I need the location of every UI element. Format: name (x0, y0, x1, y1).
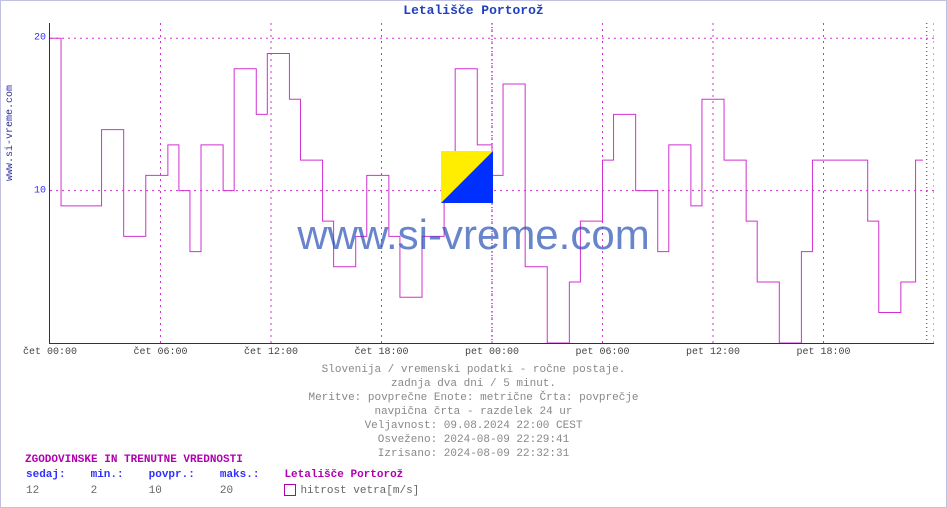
y-axis-watermark-label: www.si-vreme.com (5, 85, 16, 181)
caption-line: Osveženo: 2024-08-09 22:29:41 (1, 433, 946, 447)
stats-col-label: povpr.: (148, 467, 219, 483)
legend-swatch-icon (284, 484, 296, 496)
x-tick-label: čet 12:00 (244, 347, 298, 358)
legend-text: hitrost vetra[m/s] (300, 485, 419, 497)
x-tick-label: pet 18:00 (796, 347, 850, 358)
stats-col-value: 2 (90, 483, 148, 499)
caption-line: navpična črta - razdelek 24 ur (1, 405, 946, 419)
x-tick-label: čet 00:00 (23, 347, 77, 358)
stats-heading: ZGODOVINSKE IN TRENUTNE VREDNOSTI (25, 453, 443, 467)
stats-location-label: Letališče Portorož (283, 467, 443, 483)
caption-line: zadnja dva dni / 5 minut. (1, 377, 946, 391)
stats-table: sedaj:min.:povpr.:maks.:Letališče Portor… (25, 467, 443, 499)
stats-col-value: 20 (219, 483, 284, 499)
stats-col-label: sedaj: (25, 467, 90, 483)
y-tick-label: 10 (34, 185, 46, 196)
x-tick-label: pet 12:00 (686, 347, 740, 358)
x-tick-label: čet 06:00 (133, 347, 187, 358)
stats-col-value: 10 (148, 483, 219, 499)
caption-line: Veljavnost: 09.08.2024 22:00 CEST (1, 419, 946, 433)
stats-legend: hitrost vetra[m/s] (283, 483, 443, 499)
chart-title: Letališče Portorož (1, 3, 946, 18)
caption-line: Meritve: povprečne Enote: metrične Črta:… (1, 391, 946, 405)
caption-block: Slovenija / vremenski podatki - ročne po… (1, 363, 946, 461)
plot-area: 1020 čet 00:00čet 06:00čet 12:00čet 18:0… (49, 23, 934, 344)
stats-col-label: min.: (90, 467, 148, 483)
stats-col-value: 12 (25, 483, 90, 499)
caption-line: Slovenija / vremenski podatki - ročne po… (1, 363, 946, 377)
chart-container: Letališče Portorož www.si-vreme.com 1020… (0, 0, 947, 508)
y-tick-label: 20 (34, 33, 46, 44)
x-tick-label: čet 18:00 (354, 347, 408, 358)
x-tick-label: pet 06:00 (575, 347, 629, 358)
stats-col-label: maks.: (219, 467, 284, 483)
stats-footer: ZGODOVINSKE IN TRENUTNE VREDNOSTI sedaj:… (25, 453, 443, 499)
plot-svg (50, 23, 934, 343)
x-tick-label: pet 00:00 (465, 347, 519, 358)
